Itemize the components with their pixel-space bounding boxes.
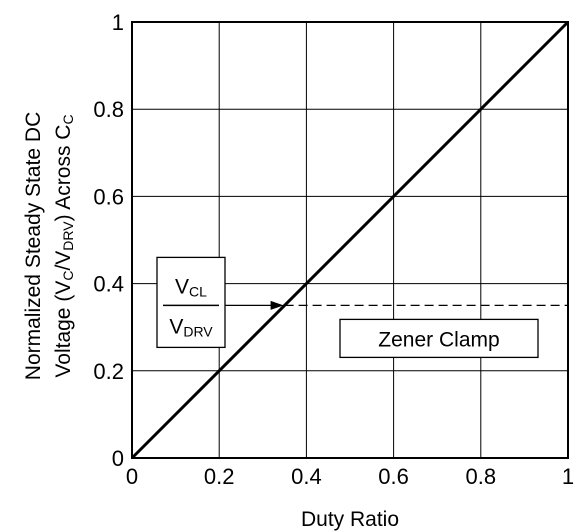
ratio-arrowhead [270, 300, 284, 310]
y-axis-label-line1: Normalized Steady State DC [22, 112, 45, 380]
clamp-label-box [339, 318, 539, 359]
y-tick-label: 0.8 [93, 97, 124, 122]
series-line [130, 20, 570, 460]
y-tick-labels: 0 0.2 0.4 0.6 0.8 1 [93, 10, 124, 471]
ratio-label-box [156, 256, 226, 349]
x-axis-label: Duty Ratio [301, 508, 399, 531]
clamp-annotation: Zener Clamp [339, 318, 539, 359]
x-tick-labels: 0 0.2 0.4 0.6 0.8 1 [126, 464, 574, 489]
ratio-annotation: VCL VDRV [156, 256, 284, 349]
series-group [130, 20, 570, 460]
y-axis-label-line2: Voltage (VC/VDRV) Across CC [52, 114, 76, 377]
clamp-label: Zener Clamp [378, 328, 499, 351]
y-tick-label: 0.4 [93, 272, 124, 297]
x-tick-label: 0.2 [204, 464, 235, 489]
y-tick-label: 0.2 [93, 359, 124, 384]
y-tick-label: 0 [112, 446, 124, 471]
x-tick-label: 0.6 [378, 464, 409, 489]
plot-frame [131, 21, 569, 459]
y-tick-label: 0.6 [93, 184, 124, 209]
ratio-denominator: VDRV [169, 315, 213, 339]
x-tick-label: 0 [126, 464, 138, 489]
x-tick-label: 0.8 [466, 464, 497, 489]
ratio-numerator: VCL [175, 275, 207, 299]
x-tick-label: 0.4 [291, 464, 322, 489]
y-tick-label: 1 [112, 10, 124, 35]
x-tick-label: 1 [562, 464, 574, 489]
